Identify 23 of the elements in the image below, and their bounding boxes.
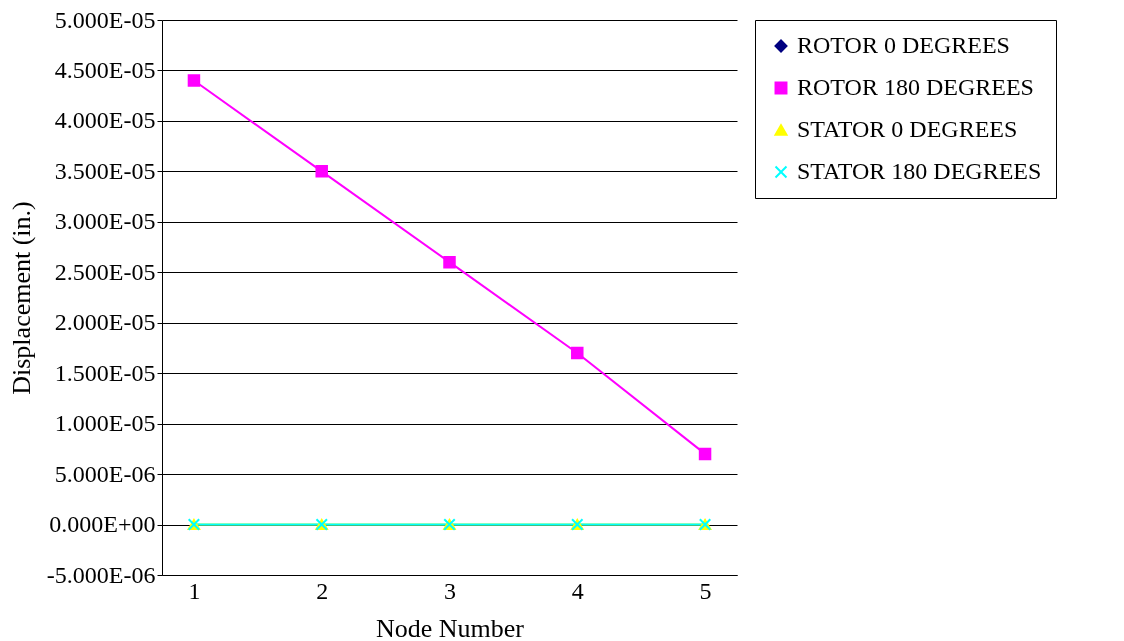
- x-tick-label: 5: [699, 577, 712, 604]
- y-tick-label: 2.500E-05: [54, 258, 156, 285]
- y-tick-label: 3.000E-05: [54, 208, 156, 235]
- x-tick-label: 1: [188, 577, 201, 604]
- x-tick-label: 3: [444, 577, 456, 604]
- x-tick-label: 4: [571, 577, 584, 604]
- y-tick-label: 4.500E-05: [54, 56, 156, 83]
- x-axis-title: Node Number: [375, 613, 525, 641]
- y-tick-label: -5.000E-06: [46, 561, 156, 588]
- y-tick-label: 2.000E-05: [54, 309, 156, 336]
- legend-label: ROTOR 0 DEGREES: [797, 32, 1010, 58]
- y-tick-label: 1.500E-05: [54, 359, 156, 386]
- y-tick-label: 0.000E+00: [49, 511, 156, 538]
- y-tick-label: 1.000E-05: [54, 410, 156, 437]
- y-tick-label: 4.000E-05: [54, 107, 156, 134]
- y-tick-label: 3.500E-05: [54, 157, 156, 184]
- y-axis-title: Displacement (in.): [6, 201, 36, 395]
- legend-label: STATOR 180 DEGREES: [797, 158, 1042, 184]
- x-tick-label: 2: [316, 577, 329, 604]
- legend-label: ROTOR 180 DEGREES: [797, 74, 1034, 100]
- legend-label: STATOR 0 DEGREES: [797, 116, 1018, 142]
- y-tick-label: 5.000E-06: [54, 460, 156, 487]
- y-tick-label: 5.000E-05: [54, 6, 156, 33]
